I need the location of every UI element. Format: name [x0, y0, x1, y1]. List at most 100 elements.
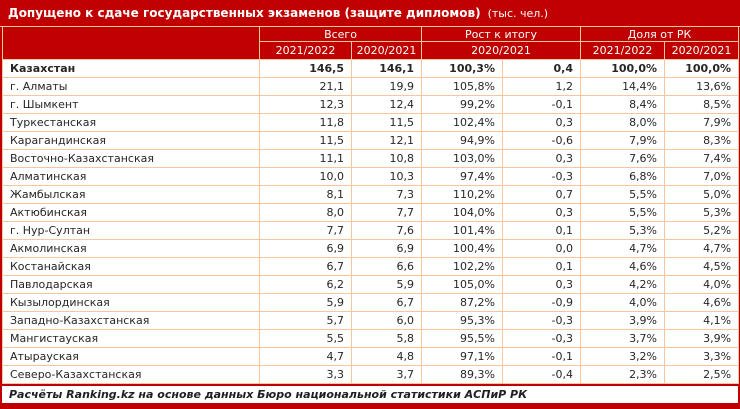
value-cell: 100,4% [421, 239, 503, 258]
value-cell: 99,2% [421, 95, 503, 114]
value-cell: 5,3% [580, 221, 666, 240]
value-cell: 10,3 [351, 167, 422, 186]
value-cell: 4,5% [664, 257, 740, 276]
region-cell: Северо-Казахстанская [2, 365, 260, 384]
value-cell: -0,1 [501, 95, 582, 114]
region-cell: Туркестанская [2, 113, 260, 132]
value-cell: 7,9% [580, 131, 666, 150]
value-cell: 7,6% [580, 149, 666, 168]
value-cell: 103,0% [421, 149, 503, 168]
value-cell: -0,4 [501, 365, 582, 384]
value-cell: 0,1 [501, 221, 582, 240]
value-cell: -0,3 [501, 329, 582, 348]
table-row: Казахстан 146,5 146,1 100,3% 0,4 100,0% 100,0% [2, 59, 740, 78]
table-row: Туркестанская 11,8 11,5 102,4% 0,3 8,0% 7,9% [2, 113, 740, 132]
value-cell: 3,7 [351, 365, 422, 384]
region-cell: Восточно-Казахстанская [2, 149, 260, 168]
region-cell: Карагандинская [2, 131, 260, 150]
table-row: Карагандинская 11,5 12,1 94,9% -0,6 7,9% 8,3% [2, 131, 740, 150]
value-cell: 10,8 [351, 149, 422, 168]
value-cell: -0,1 [501, 347, 582, 366]
value-cell: 2,3% [580, 365, 666, 384]
value-cell: 102,4% [421, 113, 503, 132]
table-row: Павлодарская 6,2 5,9 105,0% 0,3 4,2% 4,0% [2, 275, 740, 294]
value-cell: 0,3 [501, 203, 582, 222]
value-cell: 6,9 [259, 239, 352, 258]
value-cell: 12,1 [351, 131, 422, 150]
column-group-header: Всего [259, 27, 422, 42]
region-cell: Актюбинская [2, 203, 260, 222]
value-cell: 105,0% [421, 275, 503, 294]
value-cell: 3,2% [580, 347, 666, 366]
value-cell: 89,3% [421, 365, 503, 384]
table-row: Кызылординская 5,9 6,7 87,2% -0,9 4,0% 4,6% [2, 293, 740, 312]
column-subheader: 2021/2022 [580, 41, 666, 60]
value-cell: 3,7% [580, 329, 666, 348]
corner-cell [2, 27, 260, 60]
column-group-header: Рост к итогу [420, 27, 582, 42]
value-cell: 0,0 [501, 239, 582, 258]
value-cell: 13,6% [664, 77, 740, 96]
value-cell: 4,8 [351, 347, 422, 366]
value-cell: 105,8% [421, 77, 503, 96]
value-cell: 7,7 [259, 221, 352, 240]
value-cell: 0,3 [501, 275, 582, 294]
value-cell: 0,7 [501, 185, 582, 204]
value-cell: 100,0% [664, 59, 740, 78]
region-cell: Мангистауская [2, 329, 260, 348]
value-cell: 0,4 [501, 59, 582, 78]
value-cell: 10,0 [259, 167, 352, 186]
value-cell: 5,2% [664, 221, 740, 240]
table-row: г. Нур-Султан 7,7 7,6 101,4% 0,1 5,3% 5,2% [2, 221, 740, 240]
value-cell: 4,6% [664, 293, 740, 312]
value-cell: 97,1% [421, 347, 503, 366]
value-cell: 8,3% [664, 131, 740, 150]
value-cell: 12,3 [259, 95, 352, 114]
table-row: Жамбылская 8,1 7,3 110,2% 0,7 5,5% 5,0% [2, 185, 740, 204]
region-cell: Павлодарская [2, 275, 260, 294]
column-subheader: 2020/2021 [664, 41, 740, 60]
value-cell: 4,0% [664, 275, 740, 294]
value-cell: 6,8% [580, 167, 666, 186]
value-cell: 7,9% [664, 113, 740, 132]
value-cell: 6,0 [351, 311, 422, 330]
value-cell: 5,5 [259, 329, 352, 348]
value-cell: 8,5% [664, 95, 740, 114]
table-row: г. Алматы 21,1 19,9 105,8% 1,2 14,4% 13,6% [2, 77, 740, 96]
column-subheader: 2021/2022 [259, 41, 352, 60]
value-cell: 5,5% [580, 203, 666, 222]
value-cell: 3,3 [259, 365, 352, 384]
value-cell: 0,3 [501, 149, 582, 168]
column-subheader-row: 2021/2022 2020/2021 2020/2021 2021/2022 2020… [3, 41, 740, 60]
value-cell: 6,7 [351, 293, 422, 312]
table-header: Всего Рост к итогу Доля от РК 2021/2022 202… [2, 27, 740, 60]
column-subheader: 2020/2021 [351, 41, 422, 60]
value-cell: 146,1 [351, 59, 422, 78]
table-row: Западно-Казахстанская 5,7 6,0 95,3% -0,3 3,9%… [2, 311, 740, 330]
value-cell: 11,5 [259, 131, 352, 150]
value-cell: 95,5% [421, 329, 503, 348]
value-cell: -0,3 [501, 311, 582, 330]
value-cell: 6,7 [259, 257, 352, 276]
value-cell: 21,1 [259, 77, 352, 96]
table-row: Восточно-Казахстанская 11,1 10,8 103,0% 0,3 7… [2, 149, 740, 168]
column-group-header: Доля от РК [580, 27, 740, 42]
value-cell: 97,4% [421, 167, 503, 186]
region-cell: Казахстан [2, 59, 260, 78]
value-cell: 5,7 [259, 311, 352, 330]
value-cell: 146,5 [259, 59, 352, 78]
value-cell: 6,6 [351, 257, 422, 276]
value-cell: 100,3% [421, 59, 503, 78]
value-cell: 11,5 [351, 113, 422, 132]
value-cell: -0,6 [501, 131, 582, 150]
value-cell: 4,2% [580, 275, 666, 294]
table-row: Костанайская 6,7 6,6 102,2% 0,1 4,6% 4,5% [2, 257, 740, 276]
value-cell: 1,2 [501, 77, 582, 96]
value-cell: 6,9 [351, 239, 422, 258]
value-cell: 12,4 [351, 95, 422, 114]
value-cell: 5,0% [664, 185, 740, 204]
value-cell: 94,9% [421, 131, 503, 150]
value-cell: 6,2 [259, 275, 352, 294]
region-cell: Алматинская [2, 167, 260, 186]
region-cell: г. Шымкент [2, 95, 260, 114]
